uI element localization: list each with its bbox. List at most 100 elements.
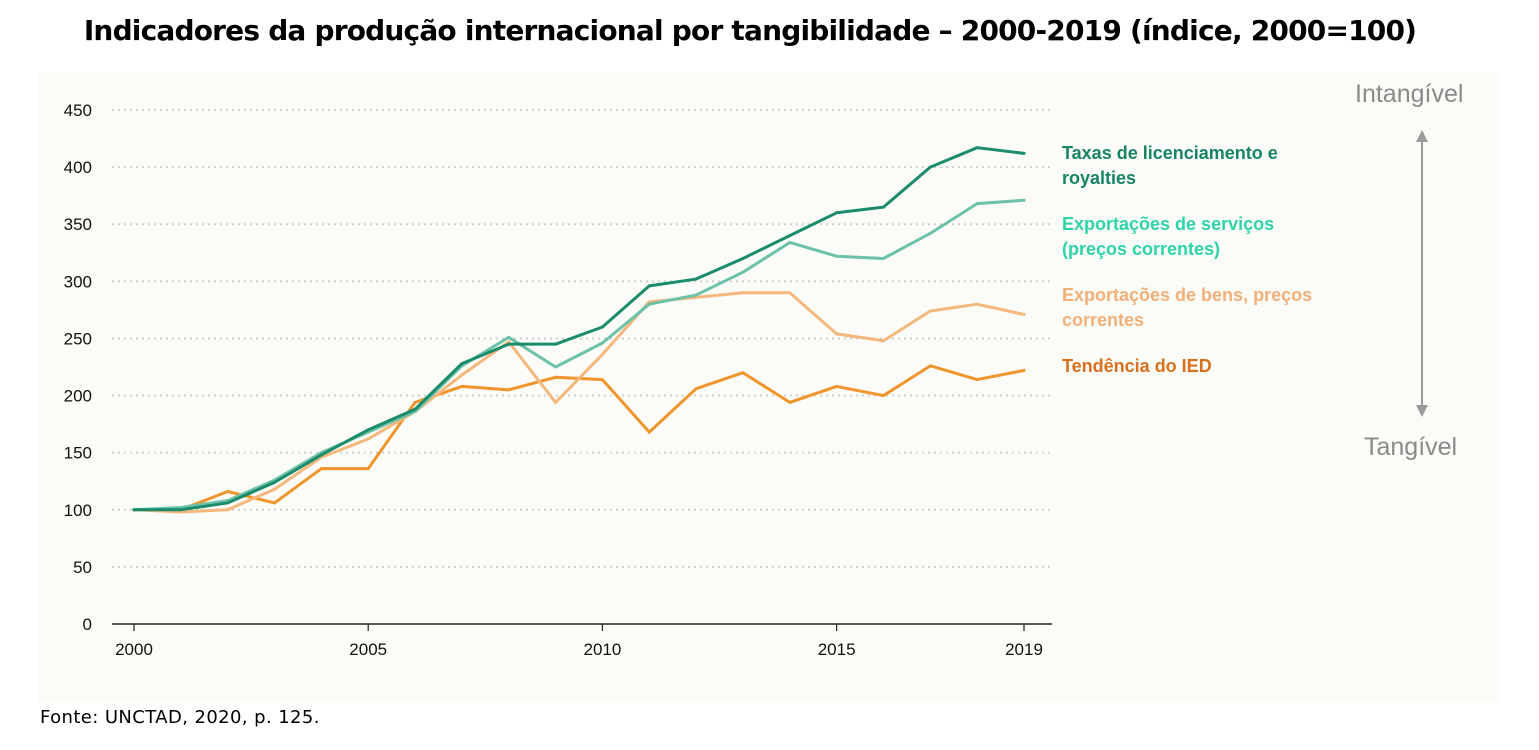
data-point-services: [554, 365, 558, 369]
data-point-fdi: [1022, 368, 1026, 372]
y-tick-label: 0: [83, 615, 92, 634]
data-point-royalties: [413, 407, 417, 411]
data-point-goods: [1022, 312, 1026, 316]
legend-label-line: Taxas de licenciamento e: [1062, 143, 1278, 163]
data-point-goods: [928, 309, 932, 313]
series-line-royalties: [132, 146, 1026, 512]
y-tick-label: 150: [64, 444, 92, 463]
data-point-royalties: [600, 325, 604, 329]
data-point-goods: [835, 332, 839, 336]
data-point-goods: [741, 291, 745, 295]
arrow-down-icon: [1416, 405, 1428, 417]
data-point-goods: [554, 400, 558, 404]
y-tick-label: 300: [64, 272, 92, 291]
legend-item-fdi: Tendência do IED: [1062, 354, 1362, 379]
data-point-goods: [600, 352, 604, 356]
data-point-fdi: [835, 384, 839, 388]
data-point-royalties: [1022, 151, 1026, 155]
data-point-fdi: [928, 364, 932, 368]
y-tick-label: 350: [64, 215, 92, 234]
source-note: Fonte: UNCTAD, 2020, p. 125.: [40, 707, 320, 728]
data-point-services: [647, 302, 651, 306]
data-point-royalties: [507, 342, 511, 346]
data-point-royalties: [881, 205, 885, 209]
arrow-up-icon: [1416, 130, 1428, 142]
legend-item-royalties: Taxas de licenciamento e royalties: [1062, 141, 1362, 191]
data-point-royalties: [273, 480, 277, 484]
data-point-goods: [507, 340, 511, 344]
data-point-services: [975, 202, 979, 206]
data-point-royalties: [460, 362, 464, 366]
data-point-goods: [788, 291, 792, 295]
legend-label-line: royalties: [1062, 168, 1137, 188]
scale-label-intangible: Intangível: [1355, 80, 1464, 108]
data-point-fdi: [647, 430, 651, 434]
data-point-services: [741, 270, 745, 274]
legend-label-line: (preços correntes): [1062, 239, 1221, 259]
data-point-fdi: [600, 378, 604, 382]
data-point-fdi: [554, 375, 558, 379]
data-point-fdi: [413, 400, 417, 404]
data-point-services: [835, 254, 839, 258]
data-point-services: [694, 293, 698, 297]
data-point-royalties: [928, 165, 932, 169]
x-tick-label: 2000: [115, 640, 153, 659]
data-point-fdi: [881, 394, 885, 398]
data-point-fdi: [273, 501, 277, 505]
legend-label-line: Exportações de bens, preços: [1062, 285, 1313, 305]
data-point-fdi: [788, 400, 792, 404]
data-point-goods: [179, 510, 183, 514]
data-point-services: [928, 231, 932, 235]
data-point-royalties: [741, 256, 745, 260]
data-point-services: [507, 335, 511, 339]
chart-panel: [38, 72, 1500, 702]
data-point-royalties: [788, 234, 792, 238]
y-tick-label: 450: [64, 101, 92, 120]
data-point-fdi: [694, 387, 698, 391]
data-point-royalties: [226, 501, 230, 505]
data-point-royalties: [319, 453, 323, 457]
data-point-goods: [273, 487, 277, 491]
series-line-services: [132, 198, 1026, 512]
legend-label-line: Tendência do IED: [1062, 356, 1212, 376]
y-tick-label: 50: [73, 558, 92, 577]
y-tick-label: 200: [64, 387, 92, 406]
data-point-goods: [460, 373, 464, 377]
data-point-services: [788, 240, 792, 244]
data-point-goods: [226, 508, 230, 512]
scale-label-tangible: Tangível: [1364, 433, 1458, 461]
data-point-royalties: [647, 284, 651, 288]
legend-label-line: Exportações de serviços: [1062, 214, 1275, 234]
data-point-fdi: [975, 378, 979, 382]
data-point-services: [1022, 198, 1026, 202]
data-point-goods: [881, 339, 885, 343]
series-line-fdi: [132, 364, 1026, 512]
data-point-fdi: [741, 371, 745, 375]
y-tick-label: 250: [64, 329, 92, 348]
data-point-royalties: [975, 146, 979, 150]
data-point-royalties: [179, 508, 183, 512]
data-point-fdi: [366, 467, 370, 471]
data-point-royalties: [554, 342, 558, 346]
y-tick-label: 100: [64, 501, 92, 520]
data-point-royalties: [366, 428, 370, 432]
x-tick-label: 2015: [818, 640, 856, 659]
x-tick-label: 2005: [349, 640, 387, 659]
data-point-services: [600, 341, 604, 345]
data-point-royalties: [835, 211, 839, 215]
legend-item-services: Exportações de serviços (preços corrente…: [1062, 212, 1362, 262]
data-point-goods: [975, 302, 979, 306]
data-point-fdi: [507, 388, 511, 392]
series-line-goods: [132, 291, 1026, 514]
chart-title: Indicadores da produção internacional po…: [83, 14, 1417, 47]
data-point-goods: [366, 437, 370, 441]
x-tick-label: 2010: [584, 640, 622, 659]
y-tick-label: 400: [64, 158, 92, 177]
legend-label-line: correntes: [1062, 310, 1145, 330]
legend-item-goods: Exportações de bens, preços correntes: [1062, 283, 1362, 333]
data-point-royalties: [132, 508, 136, 512]
x-tick-label: 2019: [1005, 640, 1043, 659]
data-point-fdi: [319, 467, 323, 471]
data-point-fdi: [226, 490, 230, 494]
data-point-fdi: [460, 384, 464, 388]
